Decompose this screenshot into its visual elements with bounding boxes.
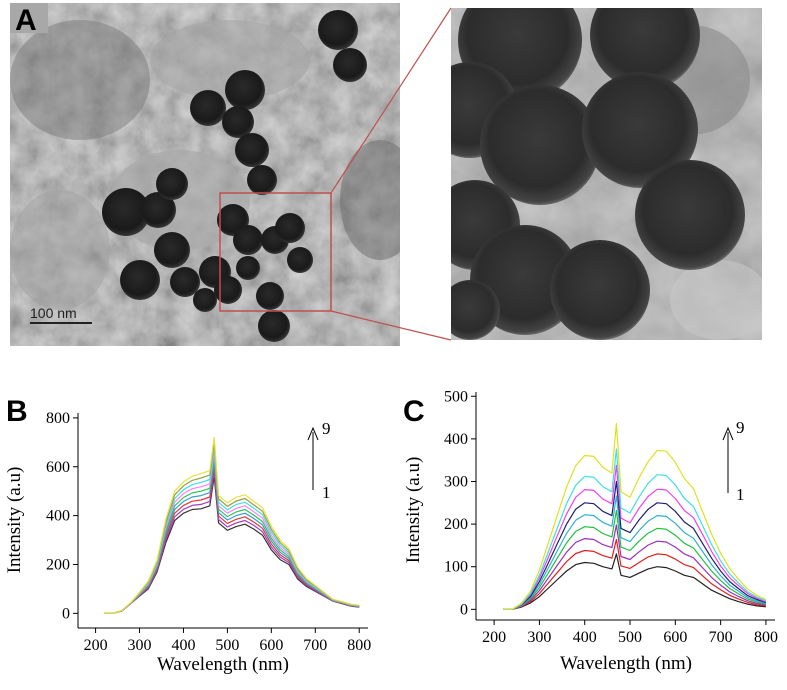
chart-c-x-tick-label: 700: [709, 629, 733, 646]
chart-b-arrow: 9 1: [307, 419, 331, 502]
chart-c-x-tick-label: 500: [618, 629, 642, 646]
chart-b-series: [104, 436, 360, 614]
chart-b-x-tick-label: 200: [84, 637, 108, 654]
chart-c-x-tick-label: 400: [573, 629, 597, 646]
zoom-region-box: [219, 192, 332, 312]
chart-c-y-tick-label: 100: [444, 559, 468, 576]
chart-b-arrow-top-label: 9: [322, 419, 331, 438]
chart-b-y-tick-label: 0: [62, 605, 70, 622]
chart-c-x-tick-label: 200: [482, 629, 506, 646]
chart-b-x-tick-label: 400: [171, 637, 195, 654]
chart-b-x-ticks: 200 300 400 500 600 700 800: [84, 628, 371, 654]
chart-b-x-tick-label: 300: [128, 637, 152, 654]
chart-c-arrow-bottom-label: 1: [736, 485, 745, 504]
chart-c-y-tick-label: 200: [444, 516, 468, 533]
chart-b-x-tick-label: 800: [347, 637, 371, 654]
chart-c-x-tick-label: 600: [663, 629, 687, 646]
chart-c: C 200 300 400 500 600 700 800 0 100 200 300 400 500…: [403, 388, 778, 674]
chart-c-x-label: Wavelength (nm): [560, 653, 692, 674]
chart-c-y-label: Intensity (a.u): [403, 457, 424, 564]
chart-c-series-4: [503, 509, 767, 610]
zoomed-nanoparticles: [451, 8, 745, 340]
chart-b-series-9: [104, 436, 360, 614]
chart-b-x-label: Wavelength (nm): [157, 654, 289, 675]
chart-c-series-2: [503, 538, 766, 610]
tem-panel-a: 100 nm A: [10, 3, 762, 346]
chart-c-series-1: [503, 553, 766, 610]
chart-b-y-tick-label: 800: [46, 410, 70, 427]
chart-b-y-tick-label: 600: [46, 459, 70, 476]
chart-b-x-tick-label: 700: [303, 637, 327, 654]
scale-bar-label: 100 nm: [30, 305, 77, 321]
chart-c-x-ticks: 200 300 400 500 600 700 800: [482, 620, 778, 646]
chart-c-x-tick-label: 300: [527, 629, 551, 646]
chart-c-y-tick-label: 0: [460, 601, 468, 618]
chart-b-y-tick-label: 400: [46, 508, 70, 525]
chart-c-axes: [475, 392, 775, 621]
panel-a-letter: A: [15, 4, 37, 37]
chart-b-y-label: Intensity (a.u): [4, 467, 25, 574]
chart-c-arrow: 9 1: [722, 418, 745, 504]
chart-b-y-tick-label: 200: [46, 556, 70, 573]
chart-b-series-4: [104, 461, 360, 614]
chart-c-series-6: [503, 480, 767, 610]
chart-c-series: [503, 422, 767, 610]
chart-c-y-ticks: 0 100 200 300 400 500: [444, 388, 476, 618]
chart-c-arrow-top-label: 9: [736, 418, 745, 437]
panel-a-letter-box: [10, 3, 48, 33]
zoom-connector-bottom: [330, 310, 452, 341]
chart-b-x-tick-label: 500: [215, 637, 239, 654]
panel-b-letter: B: [6, 395, 28, 428]
tem-zoom-image: [451, 8, 762, 340]
chart-c-y-tick-label: 500: [444, 388, 468, 405]
chart-b-arrow-bottom-label: 1: [322, 483, 331, 502]
chart-c-series-7: [503, 464, 767, 610]
chart-c-y-tick-label: 400: [444, 431, 468, 448]
zoom-connector-top: [330, 7, 452, 194]
tem-overview-image: 100 nm: [10, 3, 400, 346]
chart-b-y-ticks: 0 200 400 600 800: [46, 410, 78, 622]
chart-c-x-tick-label: 800: [754, 629, 778, 646]
chart-b-series-1: [104, 475, 360, 614]
nanoparticle-cluster: [102, 10, 367, 342]
chart-c-series-8: [503, 448, 767, 610]
chart-b-axes: [77, 413, 368, 629]
chart-c-series-3: [503, 524, 767, 610]
chart-c-y-tick-label: 300: [444, 473, 468, 490]
chart-c-series-5: [503, 495, 767, 610]
chart-b-x-tick-label: 600: [259, 637, 283, 654]
chart-c-series-9: [503, 422, 767, 610]
chart-b: B 200 300 400 500 600 700 800 0 200 400 600 800 Wa…: [4, 395, 371, 675]
panel-c-letter: C: [403, 395, 425, 428]
